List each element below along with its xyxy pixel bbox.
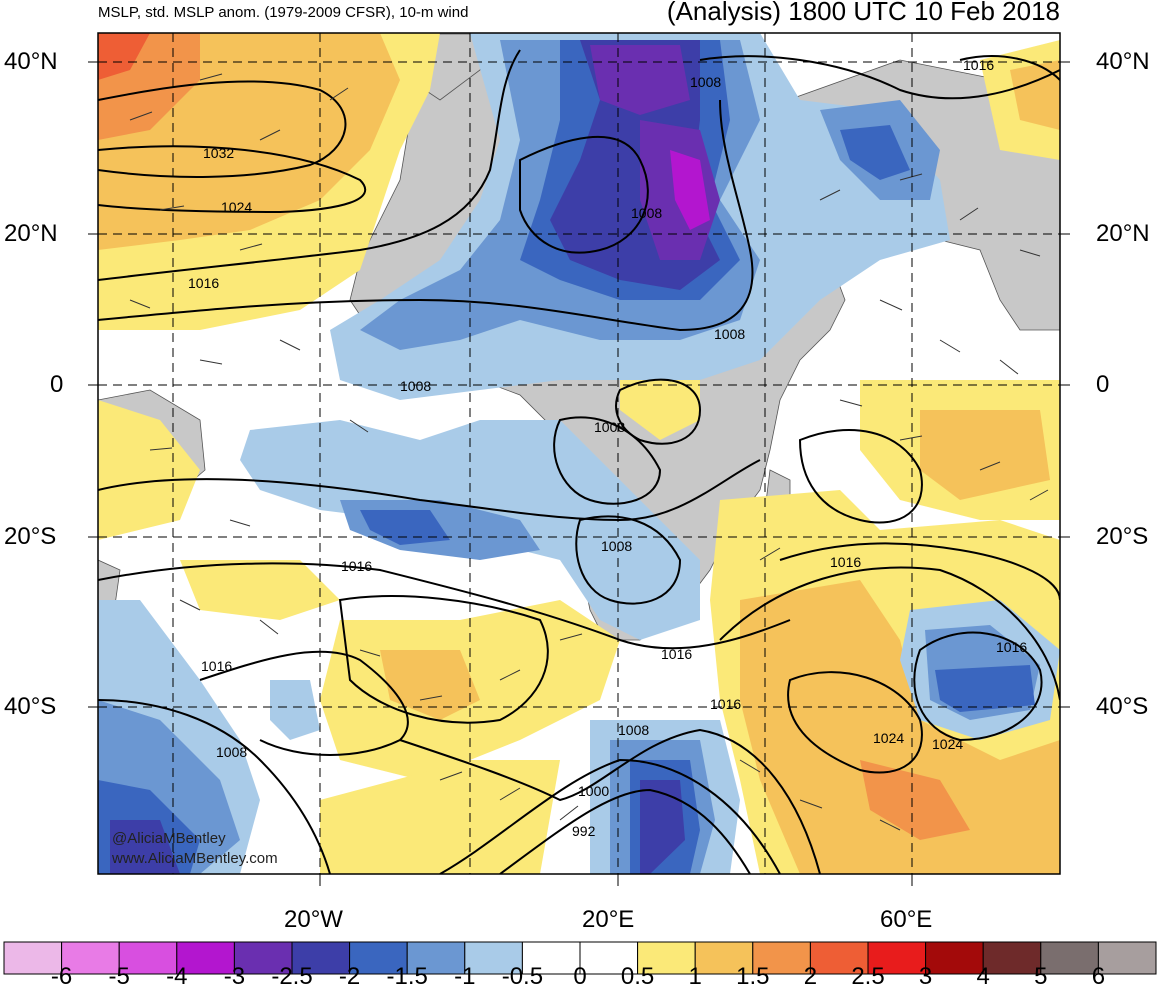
contour-label: 1008: [631, 205, 662, 221]
contour-label: 1016: [963, 57, 994, 73]
colorbar-label: 3: [918, 963, 933, 990]
lat-label-right: 20°S: [1096, 523, 1149, 550]
wind-barbs: [129, 73, 1049, 831]
watermark-handle: @AliciaMBentley: [112, 830, 226, 847]
colorbar-swatch: [233, 941, 293, 975]
contour-label: 992: [572, 823, 596, 839]
contour-label: 1000: [578, 783, 609, 799]
colorbar-swatch: [579, 941, 639, 975]
lat-label-left: 20°N: [4, 220, 58, 247]
lon-label: 60°E: [880, 906, 933, 933]
colorbar-label: -6: [50, 963, 73, 990]
negative-anomaly-shading: [98, 33, 1060, 874]
contour-label: 1008: [400, 378, 431, 394]
colorbar-label: 1.5: [736, 963, 770, 990]
contour-labels: 1032 1024 1016 1008 1008 1008 1008 1008 …: [188, 57, 1027, 839]
contour-label: 1008: [690, 74, 721, 90]
colorbar-label: 1: [688, 963, 702, 990]
colorbar-swatch: [521, 941, 581, 975]
colorbar-swatch: [3, 941, 63, 975]
colorbar-label: -3: [223, 963, 246, 990]
contour-label: 1016: [996, 639, 1027, 655]
axis-ticks: [88, 61, 1070, 886]
colorbar-swatch: [752, 941, 811, 975]
colorbar: [3, 941, 1157, 975]
colorbar-swatch: [1040, 941, 1099, 975]
contour-label: 1016: [201, 658, 232, 674]
lat-label-left: 40°N: [4, 48, 58, 75]
watermark-url: www.AliciaMBentley.com: [112, 850, 278, 867]
colorbar-swatch: [925, 941, 984, 975]
lat-label-left: 20°S: [4, 523, 57, 550]
colorbar-swatch: [291, 941, 351, 975]
map-title-left: MSLP, std. MSLP anom. (1979-2009 CFSR), …: [98, 4, 469, 21]
contour-label: 1008: [714, 326, 745, 342]
colorbar-swatch: [982, 941, 1042, 975]
contour-label: 1016: [661, 646, 692, 662]
lat-label-right: 40°N: [1096, 48, 1150, 75]
colorbar-label: 6: [1091, 963, 1106, 990]
colorbar-label: 5: [1034, 963, 1048, 990]
colorbar-swatch: [406, 941, 466, 975]
lat-label-left: 40°S: [4, 693, 57, 720]
colorbar-label: -5: [108, 963, 130, 990]
contour-label: 1008: [216, 744, 247, 760]
lon-label: 20°E: [582, 906, 635, 933]
lat-label-right: 40°S: [1096, 693, 1149, 720]
isobar-contours: [98, 49, 1060, 874]
colorbar-swatch: [694, 941, 754, 975]
colorbar-label: -2: [338, 963, 361, 990]
contour-label: 1016: [188, 275, 219, 291]
colorbar-label: -2.5: [271, 963, 313, 990]
contour-label: 1008: [594, 419, 625, 435]
contour-label: 1008: [618, 722, 649, 738]
colorbar-label: 0.5: [620, 963, 655, 990]
contour-label: 1024: [221, 199, 252, 215]
colorbar-label: -1: [454, 963, 476, 990]
contour-label: 1008: [601, 538, 632, 554]
lat-label-left: 0: [50, 371, 64, 398]
contour-label: 1016: [830, 554, 861, 570]
lon-label: 20°W: [284, 906, 343, 933]
lat-label-right: 20°N: [1096, 220, 1150, 247]
graticule: [98, 33, 1060, 874]
contour-label: 1024: [932, 736, 963, 752]
colorbar-label: -0.5: [501, 963, 544, 990]
colorbar-swatch: [176, 941, 235, 975]
colorbar-swatch: [867, 941, 927, 975]
lat-label-right: 0: [1096, 371, 1110, 398]
colorbar-label: 4: [976, 963, 990, 990]
contour-label: 1016: [710, 696, 741, 712]
contour-label: 1032: [203, 145, 234, 161]
colorbar-swatch: [1097, 941, 1157, 975]
colorbar-label: -1.5: [386, 963, 428, 990]
contour-label: 1024: [873, 730, 904, 746]
map-title-right: (Analysis) 1800 UTC 10 Feb 2018: [666, 0, 1060, 26]
colorbar-label: 2.5: [851, 963, 885, 990]
colorbar-label: 0: [573, 963, 587, 990]
colorbar-swatch: [637, 941, 696, 975]
colorbar-label: -4: [166, 963, 188, 990]
map-frame: [97, 32, 1061, 875]
colorbar-label: 2: [803, 963, 818, 990]
contour-label: 1016: [341, 558, 372, 574]
colorbar-swatch: [809, 941, 869, 975]
